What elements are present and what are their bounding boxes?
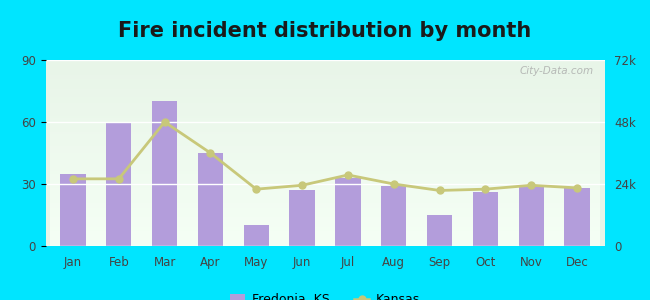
- Bar: [473, 192, 498, 246]
- Bar: [519, 184, 544, 246]
- Bar: [289, 190, 315, 246]
- Bar: [152, 101, 177, 246]
- Bar: [60, 174, 86, 246]
- Bar: [427, 215, 452, 246]
- Text: Fire incident distribution by month: Fire incident distribution by month: [118, 21, 532, 41]
- Text: City-Data.com: City-Data.com: [519, 66, 593, 76]
- Legend: Fredonia, KS, Kansas: Fredonia, KS, Kansas: [230, 293, 420, 300]
- Bar: [244, 225, 269, 246]
- Bar: [335, 178, 361, 246]
- Bar: [106, 122, 131, 246]
- Bar: [381, 186, 406, 246]
- Bar: [198, 153, 223, 246]
- Bar: [564, 188, 590, 246]
